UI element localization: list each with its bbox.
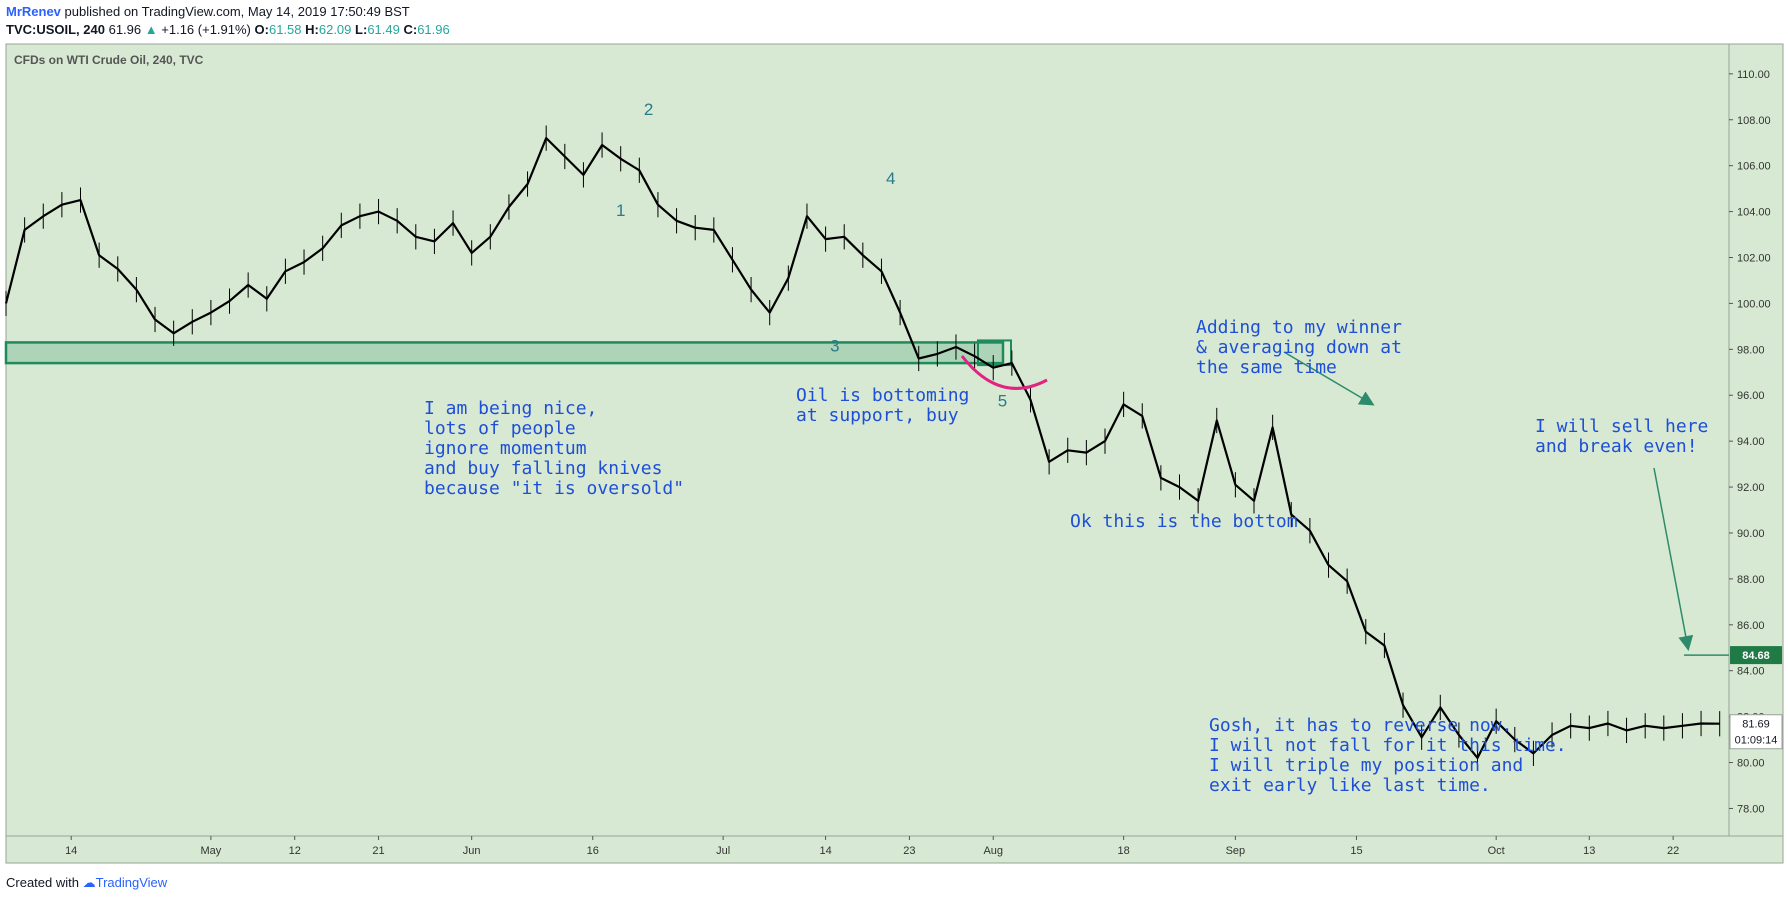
- wave-label: 1: [616, 201, 625, 220]
- high-value: 62.09: [318, 22, 352, 37]
- y-tick-label: 102.00: [1737, 252, 1771, 264]
- support-zone[interactable]: [4, 341, 1005, 365]
- current-price-label: 81.69: [1742, 719, 1770, 731]
- y-tick-label: 106.00: [1737, 161, 1771, 173]
- x-tick-label: 23: [903, 845, 915, 857]
- y-tick-label: 86.00: [1737, 620, 1765, 632]
- y-tick-label: 98.00: [1737, 344, 1765, 356]
- x-tick-label: May: [201, 845, 222, 857]
- annotation-sell-here: I will sell here and break even!: [1535, 416, 1709, 457]
- marker-price-label: 84.68: [1742, 650, 1770, 662]
- y-tick-label: 80.00: [1737, 758, 1765, 770]
- y-tick-label: 84.00: [1737, 666, 1765, 678]
- x-tick-label: 21: [372, 845, 384, 857]
- y-tick-label: 78.00: [1737, 803, 1765, 815]
- time-axis-panel[interactable]: [5, 835, 1784, 864]
- open-label: O:: [254, 22, 269, 37]
- x-tick-label: Jul: [716, 845, 730, 857]
- x-tick-label: Jun: [463, 845, 481, 857]
- price-change: +1.16 (+1.91%): [161, 22, 251, 37]
- low-value: 61.49: [367, 22, 400, 37]
- x-tick-label: 14: [819, 845, 831, 857]
- last-price: 61.96: [108, 22, 142, 37]
- footer: Created with ☁TradingView: [6, 875, 167, 891]
- x-tick-label: Sep: [1226, 845, 1246, 857]
- published-text: published on TradingView.com, May 14, 20…: [64, 4, 410, 19]
- x-tick-label: 16: [587, 845, 599, 857]
- x-tick-label: Aug: [983, 845, 1003, 857]
- arrow-to-sell: [1653, 467, 1694, 651]
- up-arrow-icon: ▲: [144, 22, 158, 37]
- price-axis-panel[interactable]: [1728, 43, 1784, 837]
- plot-background: [5, 43, 1730, 837]
- y-tick-label: 108.00: [1737, 115, 1771, 127]
- x-tick-label: 13: [1583, 845, 1595, 857]
- x-tick-label: 12: [289, 845, 301, 857]
- support-zone-marker: [977, 339, 1012, 367]
- y-tick-label: 96.00: [1737, 390, 1765, 402]
- arrow-to-winner: [1283, 351, 1375, 406]
- current-price-badge: [1729, 714, 1783, 750]
- y-tick-label: 94.00: [1737, 436, 1765, 448]
- open-value: 61.58: [268, 22, 302, 37]
- close-value: 61.96: [417, 22, 450, 37]
- y-tick-label: 90.00: [1737, 528, 1765, 540]
- wave-label: 3: [830, 337, 839, 356]
- annotation-falling-knives: I am being nice, lots of people ignore m…: [424, 398, 685, 499]
- high-label: H:: [305, 22, 319, 37]
- y-tick-label: 88.00: [1737, 574, 1765, 586]
- symbol-name: TVC:USOIL, 240: [6, 22, 105, 37]
- low-label: L:: [355, 22, 368, 37]
- chart-title: CFDs on WTI Crude Oil, 240, TVC: [14, 53, 204, 67]
- x-tick-label: 14: [65, 845, 77, 857]
- y-tick-label: 92.00: [1737, 482, 1765, 494]
- annotation-gosh: Gosh, it has to reverse now. I will not …: [1209, 715, 1567, 796]
- price-chart[interactable]: CFDs on WTI Crude Oil, 240, TVC 110.0010…: [0, 0, 1788, 870]
- countdown-label: 01:09:14: [1735, 735, 1778, 747]
- wave-label: 5: [998, 392, 1007, 411]
- created-with-text: Created with: [6, 875, 79, 890]
- annotation-the-bottom: Ok this is the bottom: [1070, 511, 1298, 532]
- tradingview-logo-icon: ☁: [82, 875, 96, 890]
- author-link[interactable]: MrRenev: [6, 4, 61, 19]
- x-tick-label: 18: [1117, 845, 1129, 857]
- tradingview-link[interactable]: TradingView: [95, 875, 168, 890]
- x-tick-label: 22: [1667, 845, 1679, 857]
- x-tick-label: 15: [1350, 845, 1362, 857]
- y-tick-label: 110.00: [1737, 69, 1770, 81]
- y-tick-label: 100.00: [1737, 298, 1771, 310]
- x-tick-label: Oct: [1488, 845, 1505, 857]
- close-label: C:: [403, 22, 418, 37]
- y-tick-label: 104.00: [1737, 207, 1771, 219]
- wave-label: 2: [644, 100, 653, 119]
- marker-price-badge: [1730, 646, 1782, 665]
- publish-info: MrRenev published on TradingView.com, Ma…: [6, 4, 410, 19]
- symbol-bar: TVC:USOIL, 240 61.96 ▲ +1.16 (+1.91%) O:…: [6, 22, 450, 37]
- annotation-bottoming: Oil is bottoming at support, buy: [796, 385, 970, 426]
- bottom-curve: [960, 355, 1048, 390]
- wave-label: 4: [886, 169, 895, 188]
- annotation-adding: Adding to my winner & averaging down at …: [1196, 317, 1402, 378]
